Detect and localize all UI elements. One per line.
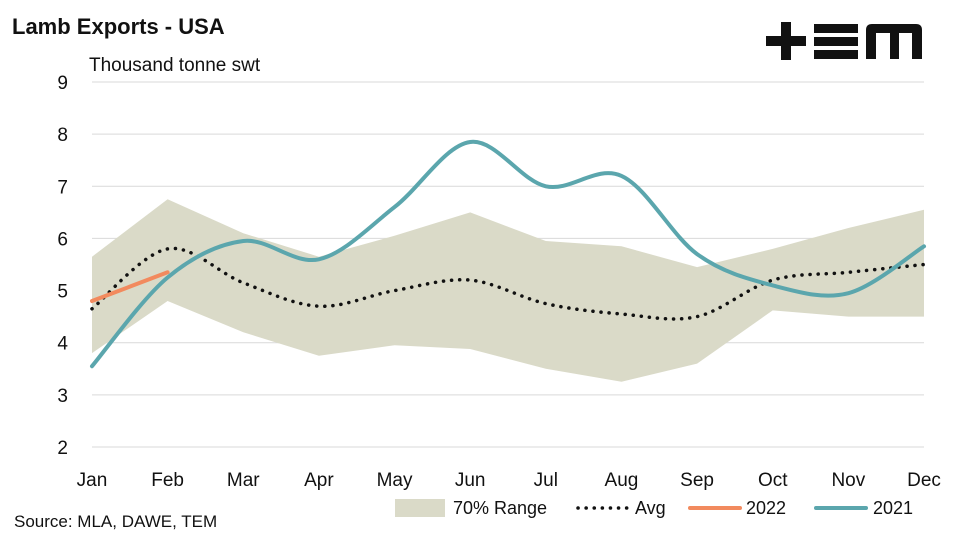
x-tick-label: Apr xyxy=(304,470,334,491)
legend-item-70-range: 70% Range xyxy=(395,498,547,518)
y-tick-label: 8 xyxy=(57,125,68,146)
legend-swatch xyxy=(395,499,445,517)
x-tick-label: Feb xyxy=(151,470,184,491)
y-axis-unit-label: Thousand tonne swt xyxy=(89,55,261,76)
series-layer xyxy=(90,139,926,369)
x-tick-label: Jan xyxy=(77,470,108,491)
series-line-2022 xyxy=(90,270,170,303)
x-tick-label: Nov xyxy=(831,470,865,491)
x-tick-label: Aug xyxy=(605,470,639,491)
y-tick-label: 3 xyxy=(57,386,68,407)
legend-label: 70% Range xyxy=(453,498,547,518)
y-tick-label: 5 xyxy=(57,282,68,303)
source-note: Source: MLA, DAWE, TEM xyxy=(14,512,218,531)
legend-item-avg: Avg xyxy=(576,498,666,518)
x-tick-label: May xyxy=(377,470,413,491)
legend-label: Avg xyxy=(635,498,666,518)
x-tick-label: Jul xyxy=(534,470,558,491)
y-tick-label: 7 xyxy=(57,177,68,198)
x-tick-labels: Jan Feb Mar Apr May Jun Jul Aug Sep Oct Nov Dec xyxy=(77,470,941,491)
x-tick-label: Dec xyxy=(907,470,941,491)
legend-label: 2022 xyxy=(746,498,786,518)
series-line-avg xyxy=(90,246,926,321)
legend: 70% Range Avg 2022 2021 xyxy=(395,498,913,518)
legend-label: 2021 xyxy=(873,498,913,518)
x-tick-label: Oct xyxy=(758,470,788,491)
y-tick-label: 4 xyxy=(57,334,68,355)
x-tick-label: Mar xyxy=(227,470,260,491)
legend-item-2021: 2021 xyxy=(814,498,913,518)
tem-logo xyxy=(766,22,922,60)
y-tick-label: 6 xyxy=(57,229,68,250)
series-line-2021 xyxy=(90,139,926,369)
chart-title: Lamb Exports - USA xyxy=(12,14,225,39)
x-tick-label: Jun xyxy=(455,470,486,491)
legend-item-2022: 2022 xyxy=(688,498,786,518)
y-tick-labels: 2 3 4 5 6 7 8 9 xyxy=(57,73,68,459)
x-tick-label: Sep xyxy=(680,470,714,491)
y-tick-label: 2 xyxy=(57,438,68,459)
y-tick-label: 9 xyxy=(57,73,68,94)
